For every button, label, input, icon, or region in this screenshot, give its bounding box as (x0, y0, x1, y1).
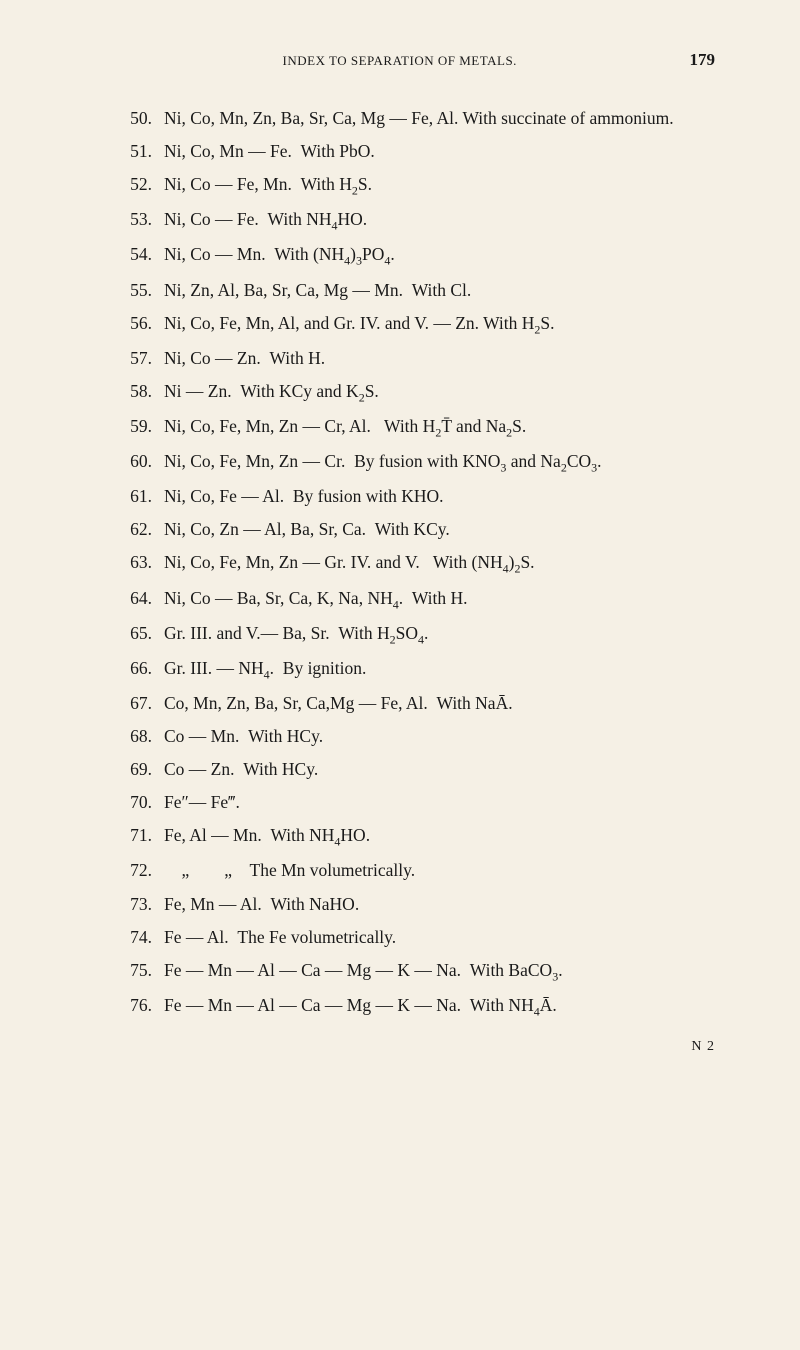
entry-number: 56. (110, 310, 164, 339)
index-entry: 63.Ni, Co, Fe, Mn, Zn — Gr. IV. and V. W… (110, 549, 715, 578)
index-entry: 51.Ni, Co, Mn — Fe. With PbO. (110, 138, 715, 165)
entry-number: 52. (110, 171, 164, 200)
entry-number: 62. (110, 516, 164, 543)
header-title: INDEX TO SEPARATION OF METALS. (110, 53, 690, 69)
entry-text: „ „ The Mn volumetrically. (164, 857, 715, 884)
index-entry: 73.Fe, Mn — Al. With NaHO. (110, 891, 715, 918)
entry-text: Co — Zn. With HCy. (164, 756, 715, 783)
entry-text: Ni, Zn, Al, Ba, Sr, Ca, Mg — Mn. With Cl… (164, 277, 715, 304)
entry-number: 76. (110, 992, 164, 1021)
entry-number: 72. (110, 857, 164, 884)
entry-text: Fe″— Fe‴. (164, 789, 715, 816)
entry-number: 71. (110, 822, 164, 851)
entry-number: 75. (110, 957, 164, 986)
index-entry: 59.Ni, Co, Fe, Mn, Zn — Cr, Al. With H2T… (110, 413, 715, 442)
index-entry: 52.Ni, Co — Fe, Mn. With H2S. (110, 171, 715, 200)
entry-number: 57. (110, 345, 164, 372)
entry-text: Ni, Co, Zn — Al, Ba, Sr, Ca. With KCy. (164, 516, 715, 543)
entry-text: Ni, Co — Zn. With H. (164, 345, 715, 372)
index-entry: 64.Ni, Co — Ba, Sr, Ca, K, Na, NH4. With… (110, 585, 715, 614)
entry-text: Ni, Co — Mn. With (NH4)3PO4. (164, 241, 715, 270)
index-entry: 69.Co — Zn. With HCy. (110, 756, 715, 783)
index-entry: 50.Ni, Co, Mn, Zn, Ba, Sr, Ca, Mg — Fe, … (110, 105, 715, 132)
entry-text: Ni, Co — Fe, Mn. With H2S. (164, 171, 715, 200)
entry-text: Ni, Co, Fe, Mn, Zn — Cr, Al. With H2T̄ a… (164, 413, 715, 442)
index-entry: 53.Ni, Co — Fe. With NH4HO. (110, 206, 715, 235)
index-entry: 58.Ni — Zn. With KCy and K2S. (110, 378, 715, 407)
index-entry: 75.Fe — Mn — Al — Ca — Mg — K — Na. With… (110, 957, 715, 986)
footer-signature: N 2 (110, 1039, 715, 1055)
entry-text: Gr. III. — NH4. By ignition. (164, 655, 715, 684)
entry-text: Fe — Mn — Al — Ca — Mg — K — Na. With Ba… (164, 957, 715, 986)
index-entry: 62.Ni, Co, Zn — Al, Ba, Sr, Ca. With KCy… (110, 516, 715, 543)
entry-number: 69. (110, 756, 164, 783)
index-entry: 68.Co — Mn. With HCy. (110, 723, 715, 750)
entry-text: Ni, Co, Fe, Mn, Zn — Gr. IV. and V. With… (164, 549, 715, 578)
index-entry: 65.Gr. III. and V.— Ba, Sr. With H2SO4. (110, 620, 715, 649)
entry-text: Fe, Mn — Al. With NaHO. (164, 891, 715, 918)
entry-number: 55. (110, 277, 164, 304)
index-entry: 74.Fe — Al. The Fe volumetrically. (110, 924, 715, 951)
index-entry: 67.Co, Mn, Zn, Ba, Sr, Ca,Mg — Fe, Al. W… (110, 690, 715, 717)
entry-text: Ni, Co — Ba, Sr, Ca, K, Na, NH4. With H. (164, 585, 715, 614)
entry-number: 64. (110, 585, 164, 614)
page-container: INDEX TO SEPARATION OF METALS. 179 50.Ni… (0, 0, 800, 1095)
index-entry: 61.Ni, Co, Fe — Al. By fusion with KHO. (110, 483, 715, 510)
entry-text: Fe — Al. The Fe volumetrically. (164, 924, 715, 951)
entry-number: 66. (110, 655, 164, 684)
entry-text: Co — Mn. With HCy. (164, 723, 715, 750)
index-entry: 57.Ni, Co — Zn. With H. (110, 345, 715, 372)
entry-number: 61. (110, 483, 164, 510)
entry-number: 58. (110, 378, 164, 407)
entry-number: 60. (110, 448, 164, 477)
entry-text: Fe — Mn — Al — Ca — Mg — K — Na. With NH… (164, 992, 715, 1021)
entry-text: Ni, Co — Fe. With NH4HO. (164, 206, 715, 235)
index-entry: 60.Ni, Co, Fe, Mn, Zn — Cr. By fusion wi… (110, 448, 715, 477)
index-entry: 72. „ „ The Mn volumetrically. (110, 857, 715, 884)
index-entry: 54.Ni, Co — Mn. With (NH4)3PO4. (110, 241, 715, 270)
entry-text: Ni, Co, Fe, Mn, Al, and Gr. IV. and V. —… (164, 310, 715, 339)
index-entry: 76.Fe — Mn — Al — Ca — Mg — K — Na. With… (110, 992, 715, 1021)
entry-number: 65. (110, 620, 164, 649)
entry-number: 53. (110, 206, 164, 235)
entry-text: Co, Mn, Zn, Ba, Sr, Ca,Mg — Fe, Al. With… (164, 690, 715, 717)
entry-text: Ni, Co, Mn — Fe. With PbO. (164, 138, 715, 165)
entry-number: 51. (110, 138, 164, 165)
entry-text: Fe, Al — Mn. With NH4HO. (164, 822, 715, 851)
entry-number: 73. (110, 891, 164, 918)
entry-text: Ni, Co, Fe, Mn, Zn — Cr. By fusion with … (164, 448, 715, 477)
entry-text: Ni — Zn. With KCy and K2S. (164, 378, 715, 407)
entry-number: 59. (110, 413, 164, 442)
index-entry: 56.Ni, Co, Fe, Mn, Al, and Gr. IV. and V… (110, 310, 715, 339)
page-number: 179 (690, 50, 716, 70)
entry-number: 63. (110, 549, 164, 578)
entry-number: 70. (110, 789, 164, 816)
entry-text: Ni, Co, Fe — Al. By fusion with KHO. (164, 483, 715, 510)
page-header: INDEX TO SEPARATION OF METALS. 179 (110, 50, 715, 70)
entries-list: 50.Ni, Co, Mn, Zn, Ba, Sr, Ca, Mg — Fe, … (110, 105, 715, 1021)
index-entry: 71.Fe, Al — Mn. With NH4HO. (110, 822, 715, 851)
entry-text: Gr. III. and V.— Ba, Sr. With H2SO4. (164, 620, 715, 649)
index-entry: 66.Gr. III. — NH4. By ignition. (110, 655, 715, 684)
entry-text: Ni, Co, Mn, Zn, Ba, Sr, Ca, Mg — Fe, Al.… (164, 105, 715, 132)
entry-number: 67. (110, 690, 164, 717)
entry-number: 74. (110, 924, 164, 951)
entry-number: 68. (110, 723, 164, 750)
index-entry: 55.Ni, Zn, Al, Ba, Sr, Ca, Mg — Mn. With… (110, 277, 715, 304)
index-entry: 70.Fe″— Fe‴. (110, 789, 715, 816)
entry-number: 54. (110, 241, 164, 270)
entry-number: 50. (110, 105, 164, 132)
